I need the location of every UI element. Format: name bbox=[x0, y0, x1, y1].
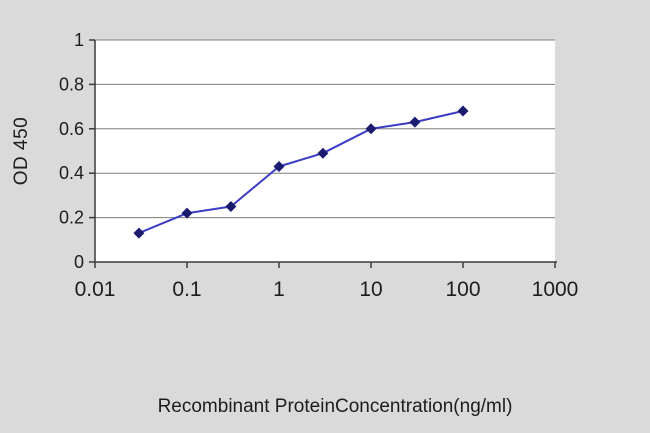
data-point-marker bbox=[317, 147, 329, 159]
x-axis-title: Recombinant ProteinConcentration(ng/ml) bbox=[157, 396, 513, 417]
data-point-marker bbox=[273, 161, 285, 173]
x-tick-label: 100 bbox=[445, 278, 480, 301]
data-point-marker bbox=[409, 116, 421, 128]
x-tick-label: 1 bbox=[273, 278, 285, 301]
data-point-marker bbox=[365, 123, 377, 135]
y-axis-title: OD 450 bbox=[11, 116, 32, 186]
y-tick-label: 0.4 bbox=[59, 163, 84, 183]
y-tick-label: 0.2 bbox=[59, 208, 84, 228]
data-point-marker bbox=[457, 105, 469, 117]
x-tick-label: 1000 bbox=[532, 278, 579, 301]
x-tick-label: 0.1 bbox=[172, 278, 201, 301]
y-tick-label: 1 bbox=[74, 30, 84, 50]
x-tick-label: 10 bbox=[359, 278, 382, 301]
x-tick-label: 0.01 bbox=[75, 278, 116, 301]
y-tick-label: 0 bbox=[74, 252, 84, 272]
data-point-marker bbox=[225, 201, 237, 212]
series-line bbox=[138, 110, 464, 235]
y-tick-label: 0.6 bbox=[59, 119, 84, 139]
y-tick-label: 0.8 bbox=[59, 74, 84, 94]
data-point-marker bbox=[133, 227, 145, 239]
data-point-marker bbox=[181, 207, 193, 219]
